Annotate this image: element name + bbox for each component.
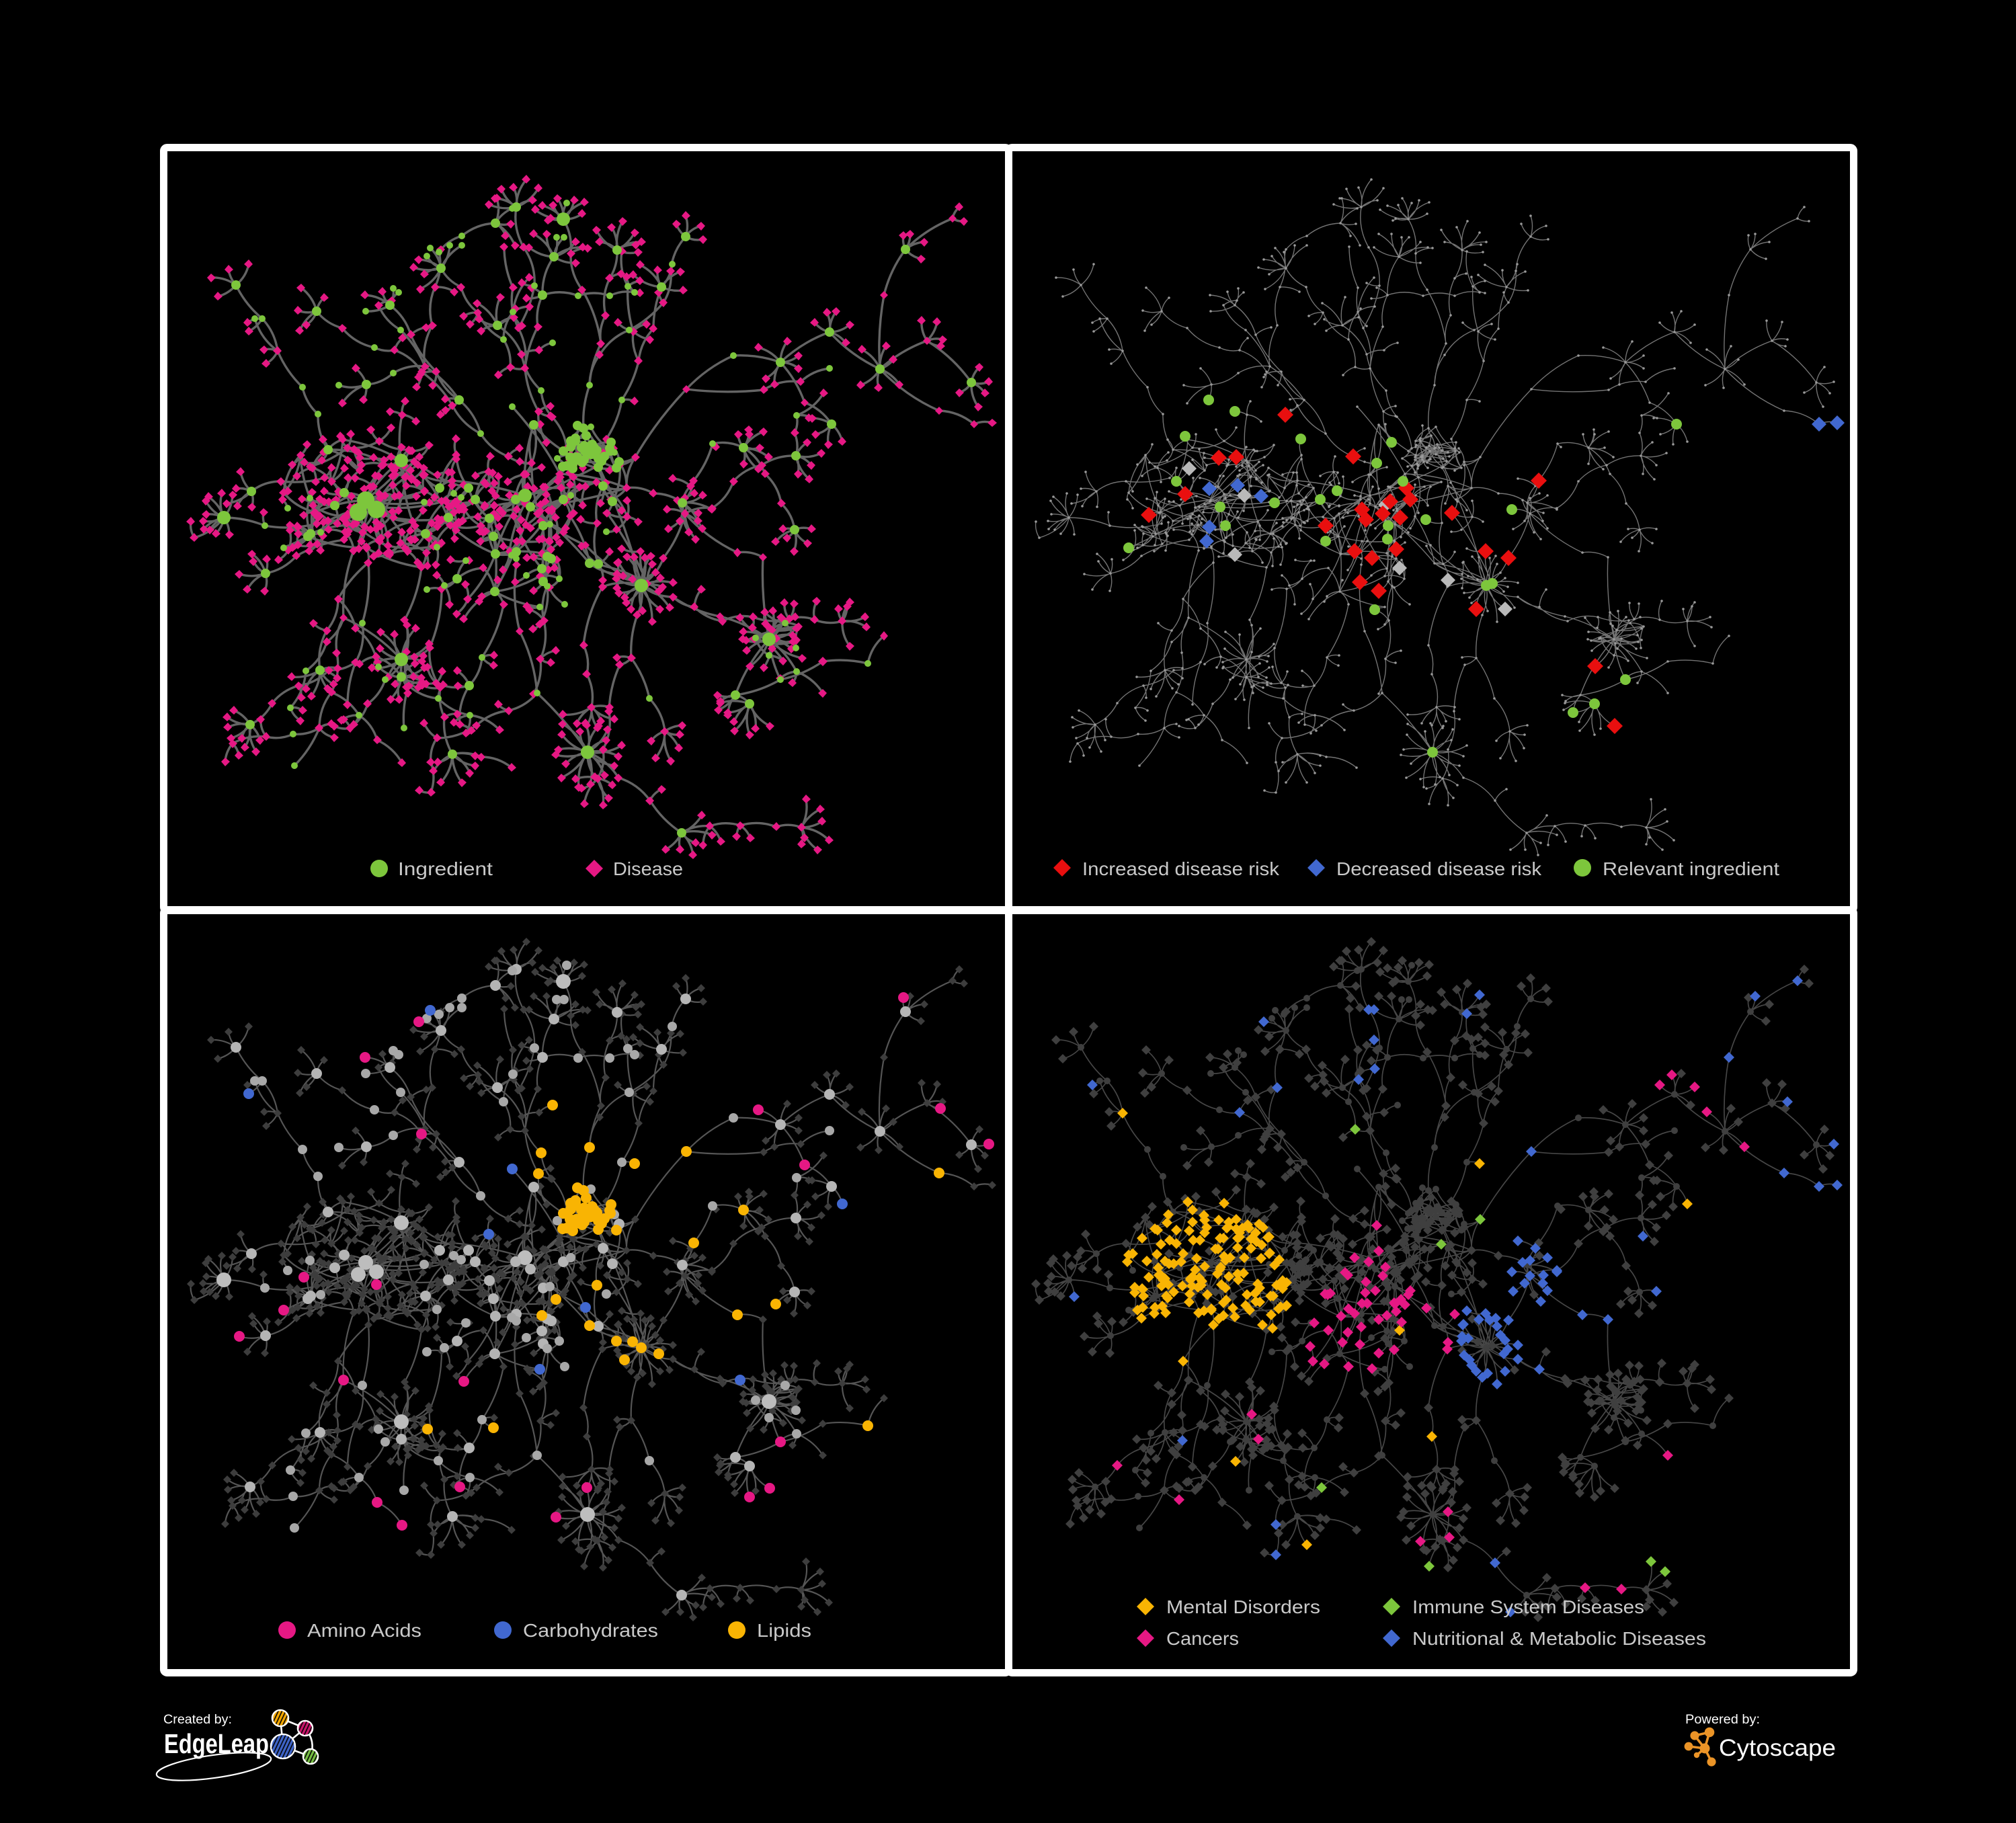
svg-text:Immune System Diseases: Immune System Diseases [1412,1596,1644,1617]
svg-text:Powered by:: Powered by: [1685,1713,1760,1727]
svg-text:Cancers: Cancers [1166,1628,1239,1649]
svg-text:Carbohydrates: Carbohydrates [523,1620,658,1641]
svg-text:Cytoscape: Cytoscape [1719,1735,1836,1761]
svg-text:Decreased disease risk: Decreased disease risk [1336,858,1542,879]
svg-text:Nutritional & Metabolic Diseas: Nutritional & Metabolic Diseases [1412,1628,1706,1649]
svg-text:Disease: Disease [613,858,683,879]
svg-text:Lipids: Lipids [757,1620,811,1641]
svg-text:Created by:: Created by: [163,1713,232,1727]
svg-text:Mental Disorders: Mental Disorders [1166,1596,1320,1617]
svg-text:Amino Acids: Amino Acids [307,1620,421,1641]
svg-text:Relevant ingredient: Relevant ingredient [1603,858,1779,879]
svg-text:Ingredient: Ingredient [398,858,493,879]
svg-text:Increased disease risk: Increased disease risk [1082,858,1280,879]
